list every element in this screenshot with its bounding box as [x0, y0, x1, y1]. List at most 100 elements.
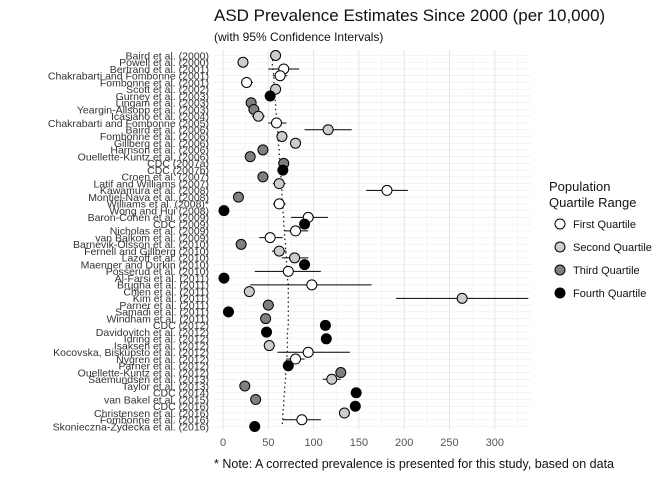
- study-label: Bertrand et al. (2001): [110, 64, 209, 76]
- legend-entries: First Quartile Second Quartile Third Quart…: [554, 218, 652, 300]
- study-label: Maenner and Durkin (2010): [81, 259, 209, 271]
- study-label: Samadi et al. (2011): [115, 307, 209, 319]
- data-point: [218, 272, 230, 284]
- data-point: [274, 70, 286, 82]
- data-point: [350, 387, 362, 399]
- study-label: Fernell and Gillberg (2010): [84, 246, 209, 258]
- data-point: [273, 245, 285, 257]
- legend-key: [554, 264, 566, 276]
- study-label: CDC (2016): [153, 401, 209, 413]
- study-label: CDC (2012): [153, 320, 209, 332]
- data-point: [276, 130, 288, 142]
- study-label: Kocovska, Biskupsto et al. (2012): [53, 347, 209, 359]
- x-tick-label: 300: [486, 437, 504, 449]
- data-point: [264, 232, 276, 244]
- study-label: Davidovitch et al. (2012): [96, 327, 209, 339]
- study-label: Idring et al. (2012): [124, 334, 209, 346]
- study-label: Nygren et al. (2012): [116, 354, 209, 366]
- data-point: [326, 373, 338, 385]
- chart-title: ASD Prevalence Estimates Since 2000 (per…: [214, 6, 605, 25]
- study-label: Montiel-Nava et al. (2008): [88, 192, 209, 204]
- study-label: Baird et al. (2000): [126, 50, 209, 62]
- data-point: [302, 346, 314, 358]
- data-point: [273, 178, 285, 190]
- data-point: [322, 124, 334, 136]
- data-point: [456, 292, 468, 304]
- study-label: van Balkom et al. (2009): [95, 232, 209, 244]
- footnote: * Note: A corrected prevalence is presen…: [214, 457, 614, 471]
- study-labels: Baird et al. (2000)Powell et al. (2000)B…: [48, 50, 209, 433]
- study-label: Al-Farsi et al. (2011): [115, 273, 209, 285]
- plot-panel: [214, 50, 531, 430]
- study-label: Fombonne et al. (2016): [100, 415, 209, 427]
- legend-key: [554, 241, 566, 253]
- study-label: Wong and Hui (2008): [109, 205, 209, 217]
- legend-title-line1: Population: [549, 179, 610, 194]
- study-label: Croen et al. (2007): [121, 172, 209, 184]
- study-label: Brugha et al. (2011): [117, 280, 209, 292]
- study-label: Saemundsen et al. (2013): [88, 374, 209, 386]
- study-label: CDC (2007b): [147, 165, 209, 177]
- study-label: CDC (2007a): [147, 158, 209, 170]
- data-point: [290, 225, 302, 237]
- study-label: Baird et al. (2006): [126, 125, 209, 137]
- study-label: Isaksen et al. (2012): [114, 340, 209, 352]
- legend-label: Fourth Quartile: [573, 288, 646, 300]
- study-label: Kim et al. (2011): [133, 293, 209, 305]
- data-point: [257, 144, 269, 156]
- study-label: Nicholas et al. (2009): [110, 226, 209, 238]
- data-point: [282, 360, 294, 372]
- x-tick-label: 50: [262, 437, 274, 449]
- data-point: [252, 110, 264, 122]
- data-point: [282, 265, 294, 277]
- legend: Population Quartile Range First Quartile…: [549, 179, 652, 300]
- data-point: [299, 259, 311, 271]
- x-axis-ticks: 0 50 100 150 200 250 300: [220, 437, 504, 449]
- study-label: Posserud et al. (2010): [106, 266, 209, 278]
- legend-title-line2: Quartile Range: [549, 195, 636, 210]
- data-point: [232, 191, 244, 203]
- gridlines: [214, 50, 531, 430]
- data-point: [349, 400, 361, 412]
- study-label: Fombonne et al. (2006): [100, 131, 209, 143]
- data-point: [239, 380, 251, 392]
- data-point: [250, 394, 262, 406]
- study-label: Icasiano et al. (2004): [111, 111, 209, 123]
- study-label: Christensen et al. (2016): [94, 408, 209, 420]
- x-tick-label: 250: [440, 437, 458, 449]
- study-label: Harrison et al. (2006): [110, 145, 209, 157]
- data-point: [270, 50, 282, 61]
- data-point: [249, 421, 261, 432]
- study-label: van Bakel et al. (2015): [104, 394, 209, 406]
- data-point: [257, 171, 269, 183]
- data-point: [289, 252, 301, 264]
- study-label: Williams et al. (2008)*: [107, 199, 209, 211]
- data-point: [270, 117, 282, 129]
- data-point: [263, 340, 275, 352]
- x-tick-label: 100: [304, 437, 322, 449]
- study-label: Fombonne et al. (2001): [100, 77, 209, 89]
- study-label: Ouellette-Kuntz et al. (2012): [78, 367, 209, 379]
- data-point: [222, 306, 234, 318]
- chart-subtitle: (with 95% Confidence Intervals): [214, 30, 383, 44]
- data-point: [273, 198, 285, 210]
- data-point: [319, 319, 331, 331]
- study-label: Chakrabarti and Fombonne (2005): [48, 118, 209, 130]
- study-label: Chien et al. (2011): [123, 286, 209, 298]
- data-point: [306, 279, 318, 291]
- data-point: [241, 76, 253, 88]
- study-label: CDC (2014): [153, 388, 209, 400]
- data-point: [290, 137, 302, 149]
- study-label: Parner et al. (2012): [119, 361, 209, 373]
- data-point: [381, 184, 393, 196]
- data-point: [320, 333, 332, 345]
- legend-label: Second Quartile: [573, 242, 652, 254]
- legend-key: [554, 287, 566, 299]
- study-label: Scott et al. (2002): [126, 84, 209, 96]
- legend-label: First Quartile: [573, 219, 636, 231]
- study-label: Barnevik-Olsson et al. (2010): [73, 239, 209, 251]
- legend-key: [554, 218, 566, 230]
- data-point: [264, 90, 276, 102]
- data-point: [244, 151, 256, 163]
